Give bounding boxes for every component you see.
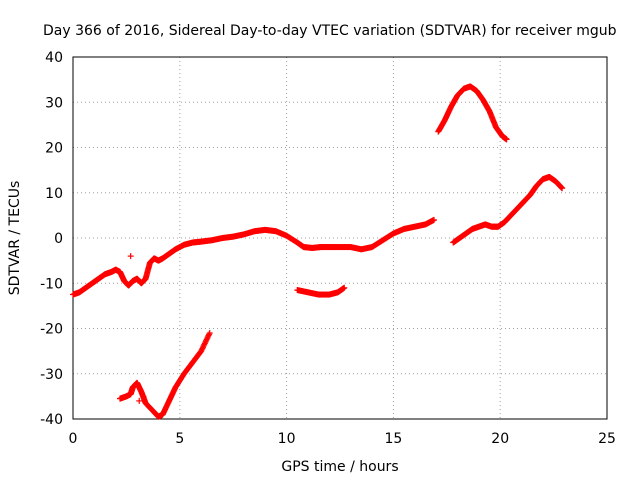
x-tick-label: 0 [69, 431, 78, 447]
data-point [136, 397, 143, 404]
y-tick-label: 20 [45, 141, 63, 157]
y-tick-label: 0 [54, 231, 63, 247]
data-point [341, 284, 348, 291]
y-tick-label: -20 [40, 322, 63, 338]
data-point [559, 185, 566, 192]
y-tick-label: -30 [40, 367, 63, 383]
data-points [70, 83, 566, 420]
grid-lines [73, 57, 607, 419]
y-tick-label: -10 [40, 276, 63, 292]
data-point [430, 216, 437, 223]
y-tick-label: 40 [45, 50, 63, 66]
x-tick-label: 10 [278, 431, 296, 447]
y-tick-label: -40 [40, 412, 63, 428]
x-tick-label: 25 [598, 431, 616, 447]
y-axis-label: SDTVAR / TECUs [7, 181, 23, 296]
data-point [127, 253, 134, 260]
data-point [206, 331, 213, 338]
plot-frame [72, 56, 608, 420]
x-tick-labels: 0 5 10 15 20 25 [69, 431, 616, 447]
x-axis-label: GPS time / hours [281, 459, 398, 475]
y-tick-label: 30 [45, 95, 63, 111]
y-tick-label: 10 [45, 186, 63, 202]
data-point [503, 136, 510, 143]
x-tick-label: 20 [491, 431, 509, 447]
x-tick-label: 15 [384, 431, 402, 447]
x-tick-label: 5 [175, 431, 184, 447]
chart-title: Day 366 of 2016, Sidereal Day-to-day VTE… [43, 23, 617, 39]
y-tick-labels: -40 -30 -20 -10 0 10 20 30 40 [40, 50, 63, 428]
data-point [140, 393, 147, 400]
data-point [206, 330, 213, 337]
